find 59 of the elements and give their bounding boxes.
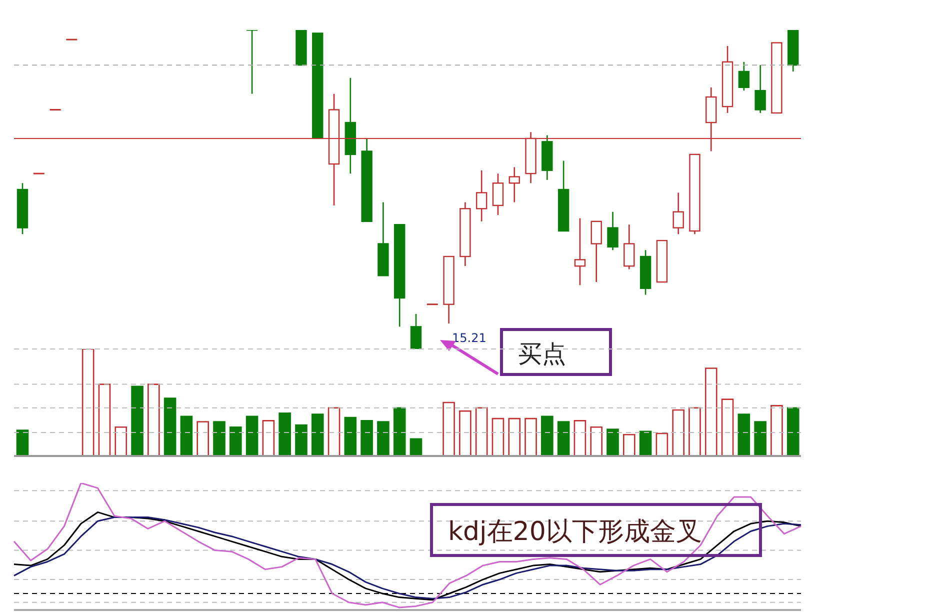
bar (311, 414, 324, 456)
bar (492, 418, 504, 456)
bar (148, 384, 160, 456)
bar (590, 426, 603, 456)
candlestick (574, 218, 586, 286)
bar (262, 420, 275, 456)
bar (328, 407, 340, 456)
bar (639, 430, 652, 456)
bar (98, 384, 111, 456)
bar (721, 398, 734, 456)
candlestick (754, 64, 766, 114)
annotation: 买点 (518, 339, 566, 370)
bar (508, 418, 521, 456)
bar (131, 386, 144, 456)
bar (541, 416, 554, 456)
bar (16, 430, 29, 456)
candlestick (492, 172, 504, 216)
bar (196, 421, 210, 456)
bar (377, 421, 390, 456)
annotation: 15.21 (452, 331, 486, 345)
bar (606, 428, 619, 456)
bar (114, 426, 128, 456)
bar (738, 414, 750, 456)
bar (786, 407, 800, 456)
bar (459, 410, 472, 456)
bar (475, 407, 488, 456)
bar (278, 412, 291, 456)
bar (656, 432, 668, 456)
bar (754, 421, 766, 456)
bar (82, 349, 94, 456)
bar (410, 438, 422, 456)
candlestick (672, 192, 684, 235)
bar (557, 421, 570, 456)
bar (574, 420, 586, 456)
bar (622, 434, 636, 456)
candlestick (246, 30, 258, 94)
bar (672, 409, 684, 456)
bar (442, 402, 455, 456)
bar (180, 416, 193, 456)
candlestick (508, 166, 520, 203)
bar (360, 420, 373, 456)
bar (770, 405, 783, 456)
annotation: kdj在20以下形成金叉 (448, 516, 702, 549)
bar (295, 424, 308, 456)
candlestick (476, 170, 488, 222)
bar (688, 407, 701, 456)
bar (229, 426, 242, 456)
bar (393, 407, 406, 456)
bar (213, 421, 226, 456)
candlestick (624, 224, 635, 270)
candlestick (738, 61, 750, 92)
bar (164, 398, 176, 456)
candlestick (590, 220, 602, 283)
bar (524, 418, 537, 456)
bar (344, 416, 357, 456)
candlestick (607, 211, 618, 251)
bar (246, 416, 258, 456)
bar (704, 368, 718, 456)
candlestick (410, 313, 422, 349)
